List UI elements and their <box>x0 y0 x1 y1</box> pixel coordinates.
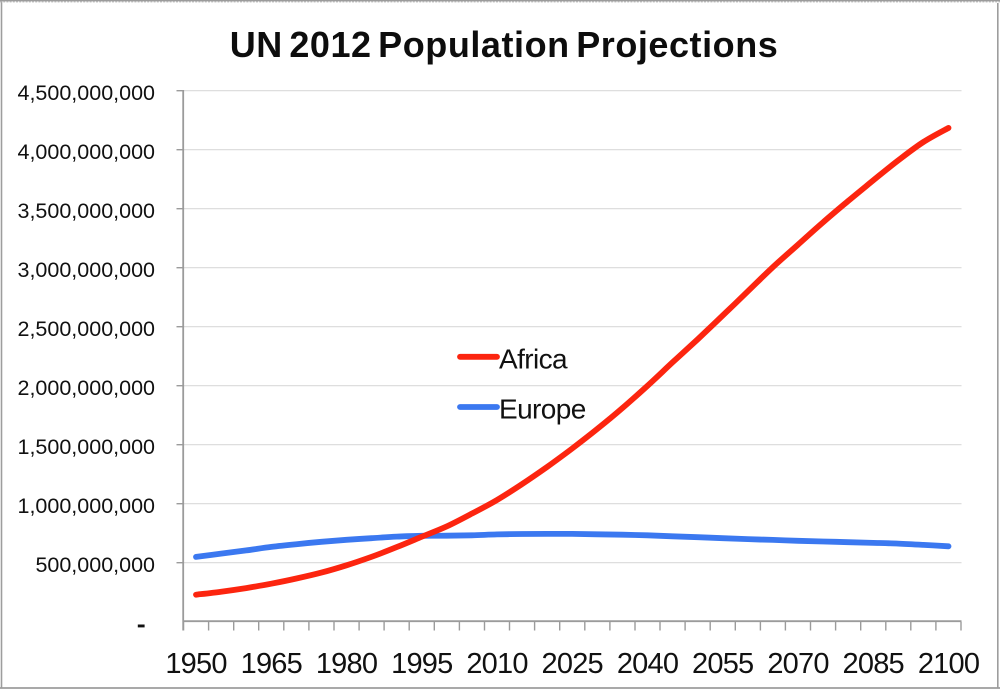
svg-text:4,000,000,000: 4,000,000,000 <box>18 140 156 164</box>
svg-text:2070: 2070 <box>767 648 828 680</box>
svg-text:2085: 2085 <box>843 648 904 680</box>
svg-text:3,000,000,000: 3,000,000,000 <box>18 258 156 282</box>
svg-text:2,000,000,000: 2,000,000,000 <box>18 376 156 400</box>
svg-text:UN 2012 Population Projections: UN 2012 Population Projections <box>230 24 779 65</box>
svg-text:1950: 1950 <box>165 648 226 680</box>
svg-text:2025: 2025 <box>542 648 603 680</box>
svg-text:2010: 2010 <box>466 648 527 680</box>
svg-text:1980: 1980 <box>316 648 377 680</box>
svg-text:Europe: Europe <box>499 394 586 425</box>
svg-text:2040: 2040 <box>617 648 678 680</box>
svg-text:2055: 2055 <box>692 648 753 680</box>
svg-text:3,500,000,000: 3,500,000,000 <box>18 199 156 223</box>
svg-text:1995: 1995 <box>391 648 452 680</box>
svg-text:500,000,000: 500,000,000 <box>35 553 155 577</box>
svg-text:1,500,000,000: 1,500,000,000 <box>18 435 156 459</box>
svg-text:Africa: Africa <box>499 344 568 375</box>
svg-text:2,500,000,000: 2,500,000,000 <box>18 317 156 341</box>
svg-text:1965: 1965 <box>241 648 302 680</box>
svg-text:1,000,000,000: 1,000,000,000 <box>18 494 156 518</box>
svg-text:2100: 2100 <box>918 648 979 680</box>
svg-text:4,500,000,000: 4,500,000,000 <box>18 81 156 105</box>
